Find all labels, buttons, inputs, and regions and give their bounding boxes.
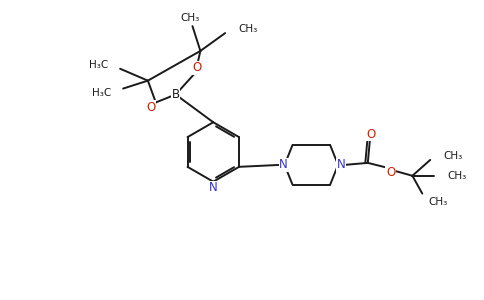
Text: N: N: [337, 158, 346, 171]
Text: O: O: [386, 166, 395, 179]
Text: O: O: [146, 101, 155, 114]
Text: CH₃: CH₃: [443, 151, 462, 161]
Text: CH₃: CH₃: [447, 171, 466, 181]
Text: N: N: [279, 158, 288, 171]
Text: H₃C: H₃C: [89, 60, 108, 70]
Text: O: O: [366, 128, 376, 141]
Text: H₃C: H₃C: [92, 88, 111, 98]
Text: B: B: [171, 88, 180, 101]
Text: CH₃: CH₃: [238, 24, 257, 34]
Text: CH₃: CH₃: [181, 13, 200, 23]
Text: N: N: [209, 181, 218, 194]
Text: O: O: [193, 61, 202, 74]
Text: CH₃: CH₃: [428, 196, 448, 206]
